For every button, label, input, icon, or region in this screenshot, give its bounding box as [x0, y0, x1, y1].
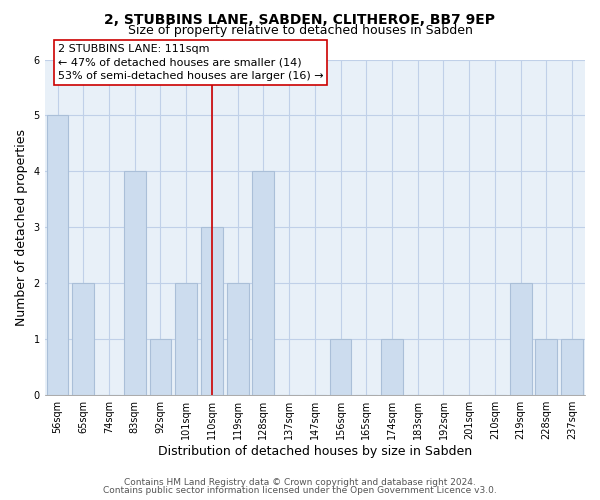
- Y-axis label: Number of detached properties: Number of detached properties: [15, 128, 28, 326]
- Text: 2, STUBBINS LANE, SABDEN, CLITHEROE, BB7 9EP: 2, STUBBINS LANE, SABDEN, CLITHEROE, BB7…: [104, 12, 496, 26]
- Bar: [227, 283, 248, 395]
- Text: Size of property relative to detached houses in Sabden: Size of property relative to detached ho…: [128, 24, 472, 37]
- Text: Contains HM Land Registry data © Crown copyright and database right 2024.: Contains HM Land Registry data © Crown c…: [124, 478, 476, 487]
- Bar: [124, 171, 146, 394]
- Bar: [201, 227, 223, 394]
- Text: Contains public sector information licensed under the Open Government Licence v3: Contains public sector information licen…: [103, 486, 497, 495]
- X-axis label: Distribution of detached houses by size in Sabden: Distribution of detached houses by size …: [158, 444, 472, 458]
- Text: 2 STUBBINS LANE: 111sqm
← 47% of detached houses are smaller (14)
53% of semi-de: 2 STUBBINS LANE: 111sqm ← 47% of detache…: [58, 44, 323, 80]
- Bar: [329, 339, 352, 394]
- Bar: [47, 116, 68, 394]
- Bar: [253, 171, 274, 394]
- Bar: [73, 283, 94, 395]
- Bar: [561, 339, 583, 394]
- Bar: [175, 283, 197, 395]
- Bar: [510, 283, 532, 395]
- Bar: [535, 339, 557, 394]
- Bar: [381, 339, 403, 394]
- Bar: [149, 339, 172, 394]
